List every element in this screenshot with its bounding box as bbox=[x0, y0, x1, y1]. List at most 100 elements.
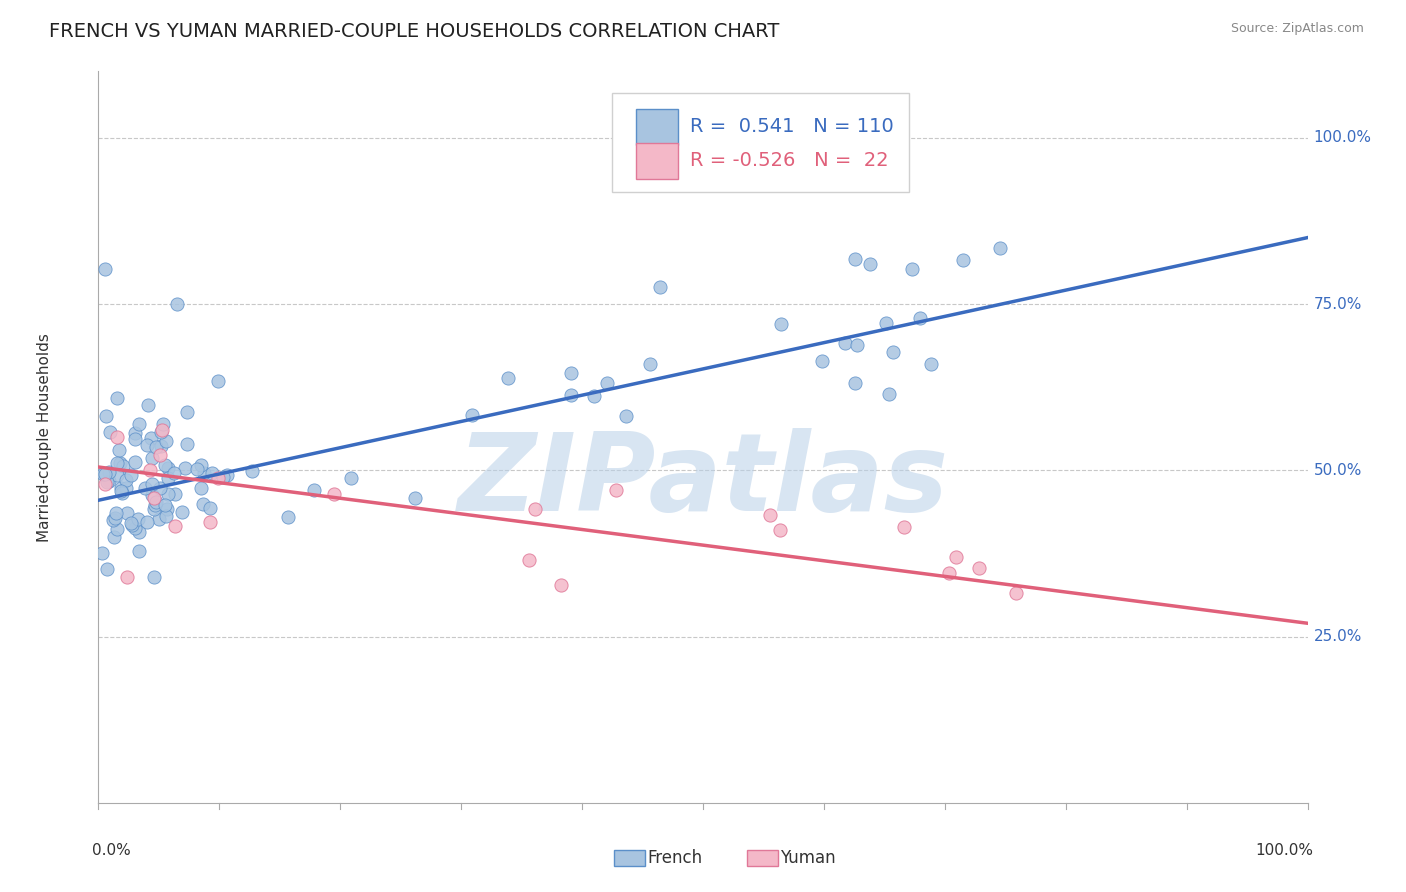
Point bbox=[143, 570, 166, 584]
Point bbox=[176, 405, 198, 419]
Point bbox=[145, 440, 167, 454]
Point bbox=[105, 468, 128, 483]
Point bbox=[115, 570, 138, 584]
Point bbox=[98, 425, 121, 439]
Point bbox=[200, 515, 222, 529]
Point bbox=[91, 467, 114, 482]
Text: Source: ZipAtlas.com: Source: ZipAtlas.com bbox=[1230, 22, 1364, 36]
Point bbox=[124, 521, 146, 535]
Point bbox=[560, 388, 582, 402]
Point bbox=[277, 510, 299, 524]
Point bbox=[769, 317, 792, 331]
Point bbox=[105, 522, 128, 536]
Point bbox=[859, 257, 882, 271]
Point bbox=[121, 518, 143, 533]
Text: French: French bbox=[647, 849, 703, 867]
Point bbox=[157, 471, 180, 485]
Point bbox=[157, 461, 180, 475]
Point bbox=[127, 512, 149, 526]
Point bbox=[845, 338, 868, 352]
Point bbox=[834, 335, 856, 350]
Point bbox=[103, 530, 125, 544]
Text: Yuman: Yuman bbox=[780, 849, 837, 867]
Point bbox=[877, 386, 900, 401]
Point bbox=[155, 434, 177, 449]
Point bbox=[108, 443, 131, 458]
Point bbox=[1005, 586, 1028, 600]
Point bbox=[141, 488, 163, 502]
Point bbox=[614, 409, 637, 424]
FancyBboxPatch shape bbox=[637, 143, 678, 179]
Point bbox=[152, 417, 174, 432]
Point bbox=[163, 487, 186, 501]
Point bbox=[648, 280, 671, 294]
Point bbox=[191, 497, 214, 511]
Text: R =  0.541   N = 110: R = 0.541 N = 110 bbox=[690, 117, 893, 136]
Point bbox=[96, 409, 118, 423]
Point bbox=[110, 484, 132, 499]
Point bbox=[200, 501, 222, 516]
Point bbox=[97, 465, 120, 479]
Point bbox=[596, 376, 619, 390]
Point bbox=[875, 316, 897, 330]
Point bbox=[172, 505, 194, 519]
Point bbox=[128, 524, 150, 539]
FancyBboxPatch shape bbox=[747, 850, 778, 866]
Point bbox=[193, 467, 215, 481]
Point bbox=[769, 523, 792, 537]
Point bbox=[215, 468, 238, 483]
Point bbox=[519, 553, 541, 567]
Point bbox=[882, 345, 904, 359]
Point bbox=[104, 507, 127, 521]
Point bbox=[900, 262, 922, 277]
Point bbox=[156, 502, 179, 516]
Point bbox=[207, 374, 229, 388]
Point bbox=[496, 371, 519, 385]
Point bbox=[201, 466, 224, 480]
Point bbox=[811, 354, 834, 368]
Point bbox=[120, 516, 142, 530]
Point bbox=[103, 513, 125, 527]
Point bbox=[163, 518, 186, 533]
Point bbox=[115, 474, 138, 488]
Point bbox=[139, 432, 162, 446]
Point bbox=[893, 520, 915, 534]
Point bbox=[111, 458, 134, 473]
Point bbox=[157, 487, 180, 501]
Point bbox=[136, 516, 159, 530]
Text: R = -0.526   N =  22: R = -0.526 N = 22 bbox=[690, 152, 889, 170]
Point bbox=[134, 481, 156, 495]
Point bbox=[105, 391, 128, 405]
Point bbox=[148, 512, 170, 526]
Point bbox=[105, 430, 128, 444]
FancyBboxPatch shape bbox=[613, 850, 645, 866]
Point bbox=[322, 487, 344, 501]
Point bbox=[163, 466, 186, 480]
Point bbox=[150, 423, 173, 437]
Point bbox=[523, 502, 546, 516]
Point bbox=[149, 440, 172, 454]
Point bbox=[124, 425, 146, 440]
Point bbox=[190, 458, 212, 473]
Point bbox=[124, 455, 146, 469]
Point bbox=[128, 417, 150, 432]
Point bbox=[149, 448, 172, 462]
Text: 75.0%: 75.0% bbox=[1313, 297, 1362, 311]
Point bbox=[150, 425, 173, 440]
Point bbox=[945, 550, 967, 565]
Point bbox=[938, 566, 960, 580]
Point bbox=[105, 456, 128, 470]
Point bbox=[190, 482, 212, 496]
Point bbox=[128, 543, 150, 558]
Point bbox=[988, 242, 1011, 256]
Text: 100.0%: 100.0% bbox=[1313, 130, 1372, 145]
Point bbox=[242, 464, 264, 478]
Text: 0.0%: 0.0% bbox=[93, 843, 131, 858]
Point bbox=[141, 477, 163, 491]
Point bbox=[139, 463, 162, 477]
Point bbox=[94, 467, 117, 482]
Point bbox=[117, 506, 139, 520]
Text: 50.0%: 50.0% bbox=[1313, 463, 1362, 478]
Point bbox=[138, 398, 160, 412]
Point bbox=[908, 310, 931, 325]
